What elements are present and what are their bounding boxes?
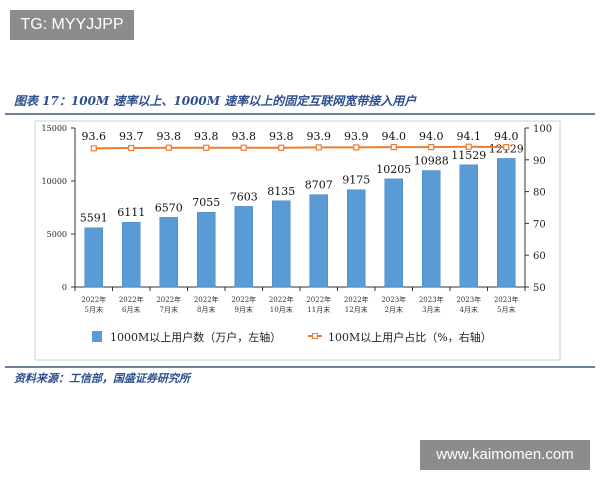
- x-tick-label: 2月末: [385, 305, 403, 314]
- bar-label: 9175: [342, 174, 370, 187]
- bar-label: 5591: [80, 212, 108, 225]
- x-tick-label: 2022年: [306, 295, 331, 304]
- watermark-bottom: www.kaimomen.com: [420, 440, 590, 470]
- x-tick-label: 2022年: [194, 295, 219, 304]
- watermark-top: TG: MYYJJPP: [10, 10, 134, 40]
- legend-line-label: 100M以上用户占比（%，右轴）: [328, 330, 492, 344]
- line-marker: [390, 143, 397, 151]
- bar: [234, 206, 253, 288]
- line-marker: [428, 143, 435, 151]
- bar: [459, 164, 478, 288]
- legend-bar-label: 1000M以上用户数（万户，左轴）: [110, 330, 281, 344]
- x-tick-label: 2023年: [494, 295, 519, 304]
- left-tick-label: 5000: [47, 230, 67, 239]
- line-label: 93.8: [269, 130, 294, 143]
- x-tick-label: 4月末: [460, 305, 478, 314]
- line-marker: [278, 144, 285, 151]
- line-label: 93.9: [307, 130, 332, 143]
- line-marker: [353, 144, 360, 151]
- bar-label: 6570: [155, 201, 183, 214]
- x-tick-label: 2022年: [231, 295, 256, 304]
- source-note: 资料来源：工信部，国盛证券研究所: [14, 372, 190, 385]
- x-tick-label: 3月末: [422, 305, 440, 314]
- line-label: 93.8: [157, 130, 182, 143]
- x-tick-label: 5月末: [497, 305, 515, 314]
- line-label: 93.9: [344, 130, 369, 143]
- line-marker: [240, 144, 247, 151]
- x-tick-label: 2022年: [269, 295, 294, 304]
- right-tick-label: 50: [533, 283, 546, 294]
- x-tick-label: 10月末: [270, 305, 293, 314]
- bar: [84, 227, 103, 288]
- right-tick-label: 80: [533, 188, 546, 199]
- bar: [159, 217, 178, 288]
- x-tick-label: 8月末: [197, 305, 215, 314]
- bar: [309, 194, 328, 288]
- bar: [422, 170, 441, 288]
- bar-label: 11529: [451, 149, 486, 162]
- bar: [384, 178, 403, 288]
- x-tick-label: 2022年: [119, 295, 144, 304]
- legend-bar-swatch: [92, 331, 102, 342]
- figure-title: 图表 17：100M 速率以上、1000M 速率以上的固定互联网宽带接入用户: [14, 94, 417, 108]
- x-tick-label: 9月末: [235, 305, 253, 314]
- right-tick-label: 70: [533, 219, 546, 230]
- x-tick-label: 5月末: [85, 305, 103, 314]
- line-marker: [315, 144, 322, 151]
- x-tick-label: 2022年: [156, 295, 181, 304]
- x-tick-label: 2022年: [81, 295, 106, 304]
- chart-frame: [34, 120, 561, 361]
- line-label: 94.0: [494, 130, 519, 143]
- bar: [347, 189, 366, 288]
- x-tick-label: 12月末: [345, 305, 368, 314]
- bar-label: 7055: [192, 196, 220, 209]
- x-tick-label: 6月末: [122, 305, 140, 314]
- source-divider: [5, 366, 595, 368]
- bar: [197, 211, 216, 288]
- bar: [122, 221, 141, 288]
- x-tick-label: 11月末: [307, 305, 330, 314]
- x-tick-label: 7月末: [160, 305, 178, 314]
- line-marker: [465, 143, 472, 150]
- line-label: 94.1: [457, 130, 482, 143]
- bar: [497, 158, 516, 288]
- bar-label: 8135: [267, 185, 295, 198]
- left-tick-label: 15000: [42, 124, 67, 133]
- bar-label: 10205: [376, 163, 411, 176]
- right-tick-label: 100: [533, 124, 552, 135]
- line-marker: [503, 143, 510, 151]
- x-tick-label: 2023年: [419, 295, 444, 304]
- line-series: [93, 145, 507, 150]
- bar: [272, 200, 291, 288]
- bar-label: 7603: [230, 190, 258, 203]
- x-tick-label: 2022年: [344, 295, 369, 304]
- legend-line-marker: [312, 333, 318, 339]
- bar-label: 10988: [414, 155, 449, 168]
- line-label: 93.6: [82, 130, 107, 143]
- line-marker: [128, 144, 135, 152]
- line-marker: [90, 145, 97, 152]
- right-tick-label: 90: [533, 156, 546, 167]
- right-tick-label: 60: [533, 251, 546, 262]
- line-marker: [165, 144, 172, 151]
- x-tick-label: 2023年: [381, 295, 406, 304]
- line-label: 93.7: [119, 130, 144, 143]
- bar-label: 8707: [305, 179, 333, 192]
- line-label: 94.0: [382, 130, 407, 143]
- line-label: 93.8: [194, 130, 219, 143]
- line-label: 94.0: [419, 130, 444, 143]
- title-divider: [5, 113, 595, 115]
- x-tick-label: 2023年: [456, 295, 481, 304]
- left-tick-label: 10000: [42, 177, 67, 186]
- line-label: 93.8: [232, 130, 257, 143]
- bar-label: 6111: [117, 206, 145, 219]
- left-tick-label: 0: [62, 283, 67, 292]
- line-marker: [203, 144, 210, 151]
